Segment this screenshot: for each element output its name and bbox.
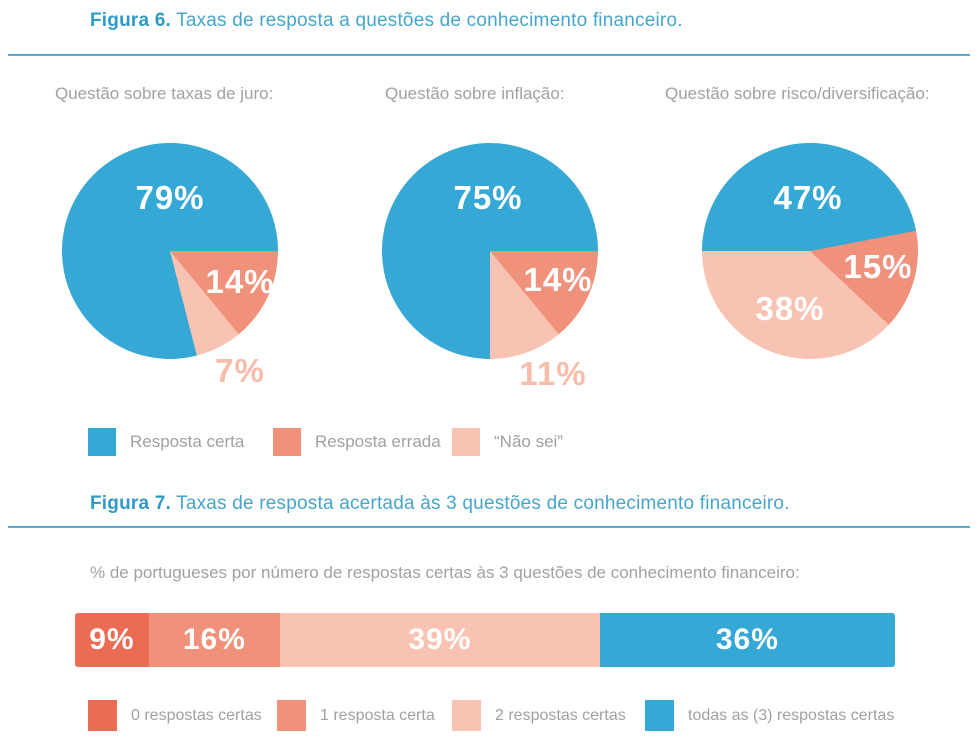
bar-segment-2-correct: 39% bbox=[279, 613, 600, 667]
figure7-heading: Figura 7. Taxas de resposta acertada às … bbox=[90, 493, 790, 515]
legend-label-1-correct: 1 resposta certa bbox=[320, 706, 435, 724]
bar-segment-0-correct: 9% bbox=[75, 613, 149, 667]
pie-chart-risk-diversification: 47% 15% 38% bbox=[702, 143, 918, 359]
legend-label-all-correct: todas as (3) respostas certas bbox=[688, 706, 895, 724]
legend-item-wrong: Resposta errada bbox=[273, 428, 441, 456]
legend-item-correct: Resposta certa bbox=[88, 428, 244, 456]
pie2-dontknow-label: 11% bbox=[519, 355, 587, 392]
legend-label-0-correct: 0 respostas certas bbox=[131, 706, 262, 724]
legend-label-2-correct: 2 respostas certas bbox=[495, 706, 626, 724]
pie-chart-interest-rates: 79% 14% 7% bbox=[62, 143, 278, 389]
legend-swatch-correct bbox=[88, 428, 116, 456]
figure6-heading-text: Taxas de resposta a questões de conhecim… bbox=[170, 10, 683, 31]
legend-item-1-correct: 1 resposta certa bbox=[277, 700, 435, 731]
pie2-correct-label: 75% bbox=[453, 179, 523, 216]
bar-segment-all-correct: 36% bbox=[599, 613, 895, 667]
pie1-title: Questão sobre taxas de juro: bbox=[55, 84, 274, 103]
pie3-wrong-label: 15% bbox=[843, 248, 913, 285]
legend-item-2-correct: 2 respostas certas bbox=[452, 700, 626, 731]
pie3-dontknow-label: 38% bbox=[755, 290, 825, 327]
legend-swatch-0-correct bbox=[88, 700, 117, 731]
pie1-dontknow-label: 7% bbox=[215, 352, 265, 389]
figure7-subtitle: % de portugueses por número de respostas… bbox=[90, 563, 800, 582]
bar-segment-0-label: 9% bbox=[89, 623, 135, 656]
legend-swatch-2-correct bbox=[452, 700, 481, 731]
legend-swatch-all-correct bbox=[645, 700, 674, 731]
pie-chart-inflation: 75% 14% 11% bbox=[382, 143, 598, 392]
legend-item-0-correct: 0 respostas certas bbox=[88, 700, 262, 731]
figure6-heading: Figura 6. Taxas de resposta a questões d… bbox=[90, 10, 683, 32]
pie2-title: Questão sobre inflação: bbox=[385, 84, 565, 103]
figure7-heading-text: Taxas de resposta acertada às 3 questões… bbox=[170, 493, 790, 514]
figure6-heading-number: Figura 6. bbox=[90, 10, 171, 31]
figure7-heading-number: Figura 7. bbox=[90, 493, 171, 514]
legend-item-dontknow: “Não sei” bbox=[452, 428, 563, 456]
pie3-correct-label: 47% bbox=[773, 179, 843, 216]
bar-segment-3-label: 36% bbox=[715, 623, 779, 656]
legend-label-wrong: Resposta errada bbox=[315, 432, 441, 451]
bar-segment-2-label: 39% bbox=[408, 623, 472, 656]
pie1-correct-label: 79% bbox=[135, 179, 205, 216]
pie3-title: Questão sobre risco/diversificação: bbox=[665, 84, 930, 103]
bar-segment-1-label: 16% bbox=[182, 623, 246, 656]
legend-swatch-1-correct bbox=[277, 700, 306, 731]
legend-swatch-dontknow bbox=[452, 428, 480, 456]
figure7-divider bbox=[8, 526, 970, 528]
figure6-divider bbox=[8, 54, 970, 56]
legend-label-correct: Resposta certa bbox=[130, 432, 245, 451]
legend-swatch-wrong bbox=[273, 428, 301, 456]
bar-segment-1-correct: 16% bbox=[148, 613, 280, 667]
legend-item-all-correct: todas as (3) respostas certas bbox=[645, 700, 894, 731]
legend-label-dontknow: “Não sei” bbox=[494, 432, 563, 451]
pie2-wrong-label: 14% bbox=[523, 261, 593, 298]
pie1-wrong-label: 14% bbox=[205, 263, 275, 300]
stacked-bar-chart: 9% 16% 39% 36% bbox=[75, 613, 895, 667]
